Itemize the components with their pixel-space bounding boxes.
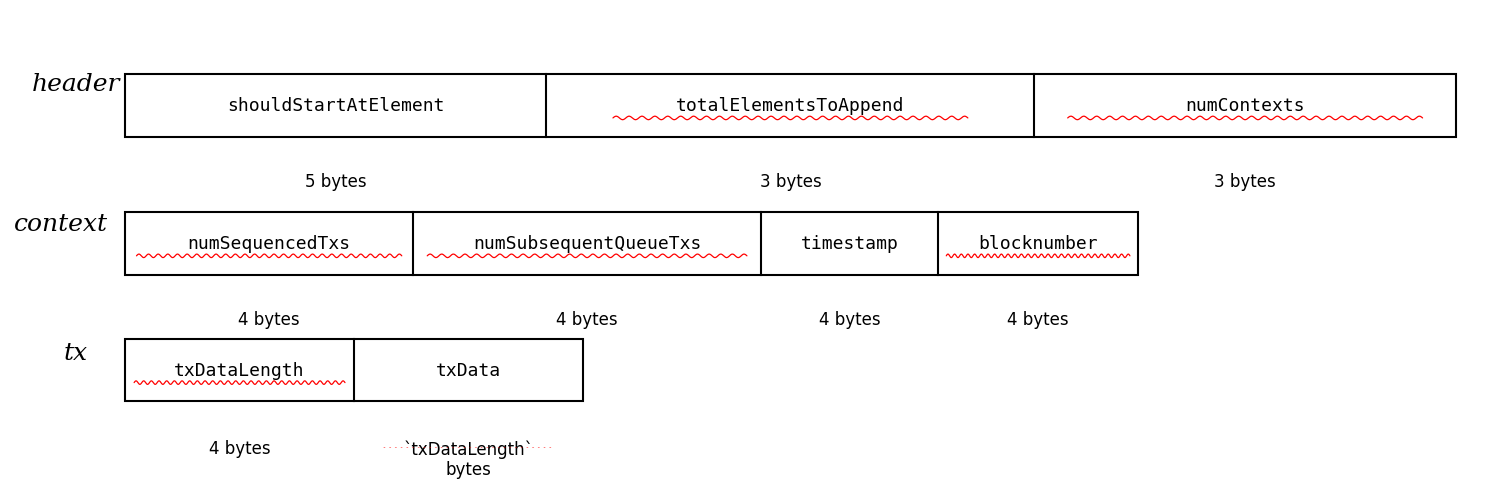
Text: txDataLength: txDataLength (174, 362, 305, 379)
Text: 4 bytes: 4 bytes (557, 310, 618, 329)
Text: context: context (15, 212, 108, 235)
Text: 4 bytes: 4 bytes (208, 439, 271, 457)
Text: blocknumber: blocknumber (979, 235, 1097, 253)
Text: txData: txData (436, 362, 501, 379)
Text: shouldStartAtElement: shouldStartAtElement (228, 97, 445, 115)
Text: numContexts: numContexts (1186, 97, 1305, 115)
Text: 3 bytes: 3 bytes (1214, 173, 1275, 191)
Text: `txDataLength`
bytes: `txDataLength` bytes (404, 439, 534, 478)
Bar (124, 213, 1138, 275)
Text: 5 bytes: 5 bytes (305, 173, 367, 191)
Bar (124, 339, 584, 401)
Text: 4 bytes: 4 bytes (238, 310, 299, 329)
Text: timestamp: timestamp (801, 235, 898, 253)
Text: numSubsequentQueueTxs: numSubsequentQueueTxs (473, 235, 701, 253)
Bar (124, 75, 1457, 137)
Text: numSequencedTxs: numSequencedTxs (187, 235, 350, 253)
Text: header: header (31, 73, 120, 95)
Text: 4 bytes: 4 bytes (819, 310, 880, 329)
Text: 4 bytes: 4 bytes (1007, 310, 1069, 329)
Text: tx: tx (64, 341, 88, 364)
Text: totalElementsToAppend: totalElementsToAppend (677, 97, 904, 115)
Text: 3 bytes: 3 bytes (759, 173, 822, 191)
